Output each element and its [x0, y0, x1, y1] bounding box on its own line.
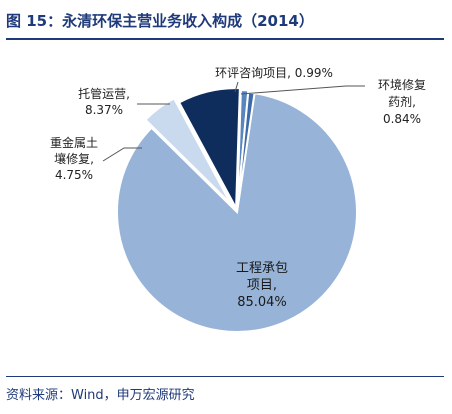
slice-label-1: 工程承包项目, 85.04%	[236, 261, 288, 310]
slice-label-line: 托管运营,	[78, 86, 130, 101]
leader-line-2	[102, 147, 142, 162]
footer-divider	[6, 376, 444, 377]
slice-label-line: 壤修复,	[54, 151, 94, 166]
slice-label-3: 托管运营, 8.37%	[78, 86, 130, 117]
slice-label-line: 药剂,	[388, 94, 416, 109]
pie-slice-1	[116, 92, 358, 333]
slice-label-5: 环境修复药剂, 0.84%	[378, 77, 426, 126]
pie-slice-2	[144, 97, 232, 205]
slice-label-line: 环评咨询项目, 0.99%	[215, 65, 333, 80]
slice-label-line: 0.84%	[383, 112, 421, 126]
slice-label-2: 重金属土壤修复, 4.75%	[50, 135, 98, 182]
chart-title: 图 15：永清环保主营业务收入构成（2014）	[6, 12, 314, 30]
slice-label-line: 4.75%	[55, 168, 93, 182]
slice-label-line: 8.37%	[85, 103, 123, 117]
source-note: 资料来源：Wind，申万宏源研究	[6, 388, 195, 403]
slice-label-line: 85.04%	[237, 295, 287, 310]
slice-label-line: 项目,	[247, 278, 277, 293]
slice-label-line: 环境修复	[378, 77, 426, 92]
title-divider	[6, 38, 444, 40]
slice-label-4: 环评咨询项目, 0.99%	[215, 65, 333, 80]
slice-label-line: 重金属土	[50, 135, 98, 150]
leader-line-5	[240, 85, 365, 95]
leader-line-4	[234, 81, 239, 93]
slice-label-line: 工程承包	[236, 261, 288, 276]
pie-slice-3	[177, 87, 241, 212]
